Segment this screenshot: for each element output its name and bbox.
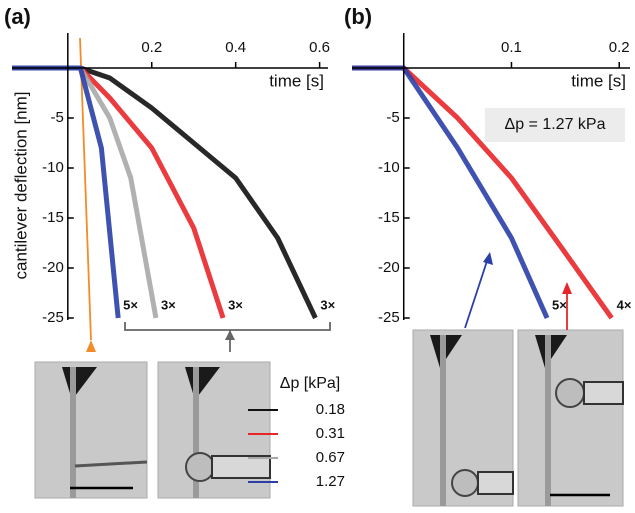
data-line (352, 65, 550, 320)
data-line (12, 65, 159, 319)
y-tick-label: -20 (42, 259, 64, 276)
x-tick-label: 0.1 (501, 39, 522, 56)
panel-label: (b) (344, 4, 372, 29)
y-tick-label: -10 (42, 159, 64, 176)
x-tick-label: 0.2 (141, 39, 162, 56)
y-tick-label: -15 (42, 209, 64, 226)
series-label: 3× (228, 297, 243, 312)
y-tick-label: -5 (386, 109, 399, 126)
x-axis-label: time [s] (571, 71, 626, 90)
series-label: 4× (617, 297, 632, 312)
x-tick-label: 0.4 (225, 39, 246, 56)
y-tick-label: -5 (50, 109, 63, 126)
y-tick-label: -20 (378, 259, 400, 276)
annotation-box (485, 108, 625, 142)
y-axis-label: cantilever deflection [nm] (11, 91, 30, 279)
legend-label: 0.18 (316, 401, 345, 418)
panel-label: (a) (4, 4, 31, 29)
series-label: 5× (123, 297, 138, 312)
x-tick-label: 0.2 (609, 39, 630, 56)
legend-label: 0.67 (316, 449, 345, 466)
y-tick-label: -25 (378, 309, 400, 326)
x-axis-label: time [s] (269, 71, 324, 90)
series-label: 3× (161, 297, 176, 312)
data-line (12, 65, 226, 319)
inset-images (34, 329, 624, 507)
series-label: 5× (552, 297, 567, 312)
legend-title: Δp [kPa] (280, 375, 341, 392)
x-tick-label: 0.6 (309, 39, 330, 56)
series-label: 3× (320, 297, 335, 312)
y-tick-label: -10 (378, 159, 400, 176)
data-line (12, 65, 318, 320)
legend-label: 0.31 (316, 425, 345, 442)
legend-label: 1.27 (316, 473, 345, 490)
y-tick-label: -15 (378, 209, 400, 226)
pointers (79, 37, 572, 352)
annotation: Δp = 1.27 kPa (505, 116, 606, 133)
y-tick-label: -25 (42, 309, 64, 326)
